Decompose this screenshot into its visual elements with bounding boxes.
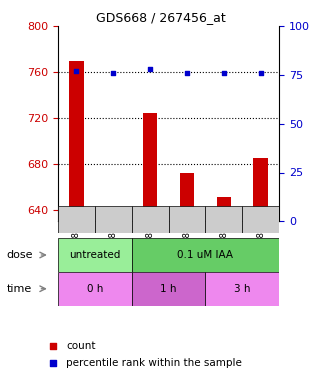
FancyBboxPatch shape (205, 206, 242, 232)
Bar (69, 61, 84, 221)
Bar (106, 209, 121, 221)
Point (221, 274, 226, 280)
FancyBboxPatch shape (169, 206, 205, 232)
Bar (143, 113, 158, 221)
Bar (180, 173, 195, 221)
FancyBboxPatch shape (58, 238, 132, 272)
Text: 0 h: 0 h (86, 284, 103, 294)
FancyBboxPatch shape (58, 206, 95, 232)
Point (221, 121, 226, 127)
Text: 0.1 uM IAA: 0.1 uM IAA (178, 250, 233, 260)
Point (258, 70, 264, 76)
Text: 3 h: 3 h (234, 284, 251, 294)
Text: GSM18294: GSM18294 (219, 214, 229, 258)
Text: untreated: untreated (69, 250, 120, 260)
Text: dose: dose (6, 250, 33, 260)
Text: time: time (6, 284, 32, 294)
Text: GSM18228: GSM18228 (72, 214, 81, 258)
FancyBboxPatch shape (205, 272, 279, 306)
Point (74, 68, 79, 74)
FancyBboxPatch shape (132, 206, 169, 232)
Point (148, 66, 153, 72)
Text: count: count (66, 341, 96, 351)
Point (184, 70, 189, 76)
Text: 1 h: 1 h (160, 284, 177, 294)
Text: GSM18229: GSM18229 (108, 214, 118, 258)
FancyBboxPatch shape (95, 206, 132, 232)
FancyBboxPatch shape (132, 272, 205, 306)
Point (221, 70, 227, 76)
Text: GDS668 / 267456_at: GDS668 / 267456_at (96, 11, 225, 24)
Point (110, 70, 116, 76)
Text: GSM18290: GSM18290 (145, 214, 155, 258)
FancyBboxPatch shape (242, 206, 279, 232)
Text: GSM18295: GSM18295 (256, 214, 265, 258)
Bar (254, 158, 268, 221)
Bar (217, 197, 231, 221)
Text: percentile rank within the sample: percentile rank within the sample (66, 358, 242, 368)
FancyBboxPatch shape (132, 238, 279, 272)
Text: GSM18291: GSM18291 (182, 214, 192, 258)
FancyBboxPatch shape (58, 272, 132, 306)
